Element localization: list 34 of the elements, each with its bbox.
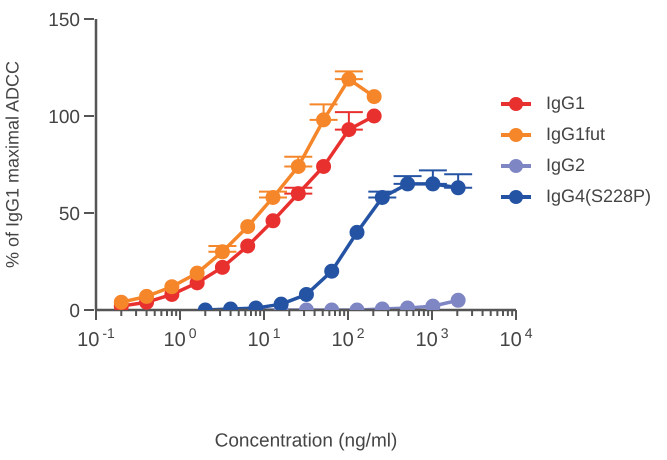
point — [316, 158, 332, 174]
x-tick-label: 10$^{2}$ — [331, 325, 365, 351]
y-tick-label: 100 — [48, 107, 80, 128]
x-tick-label: 10$^{3}$ — [415, 325, 449, 351]
y-tick-label: 0 — [69, 301, 80, 322]
point — [266, 213, 281, 228]
point — [240, 219, 256, 234]
point — [214, 260, 230, 275]
legend-label: IgG4(S228P) — [546, 186, 652, 207]
point — [341, 72, 356, 87]
point — [190, 266, 205, 281]
point — [240, 238, 256, 254]
y-tick-label: 150 — [48, 10, 80, 31]
x-tick-label: 10$^{4}$ — [499, 325, 533, 351]
y-axis-title: % of IgG1 maximal ADCC — [2, 60, 22, 268]
x-tick-label: 10$^{0}$ — [163, 325, 197, 351]
point — [164, 279, 180, 294]
point — [316, 112, 332, 128]
x-axis-title: Concentration (ng/ml) — [214, 430, 398, 452]
point — [366, 89, 382, 104]
point — [290, 158, 306, 174]
point — [114, 294, 129, 310]
x-tick-label: 10$^{1}$ — [247, 325, 281, 351]
legend-label: IgG1 — [546, 93, 586, 114]
y-tick-label: 50 — [58, 204, 80, 225]
point — [341, 122, 356, 138]
legend-label: IgG1fut — [546, 124, 606, 145]
legend-label: IgG2 — [546, 155, 586, 176]
x-tick-label: 10$^{-1}$ — [77, 325, 116, 351]
point — [290, 186, 306, 202]
point — [266, 190, 281, 205]
point — [214, 244, 230, 260]
point — [366, 108, 382, 124]
point — [139, 288, 154, 304]
